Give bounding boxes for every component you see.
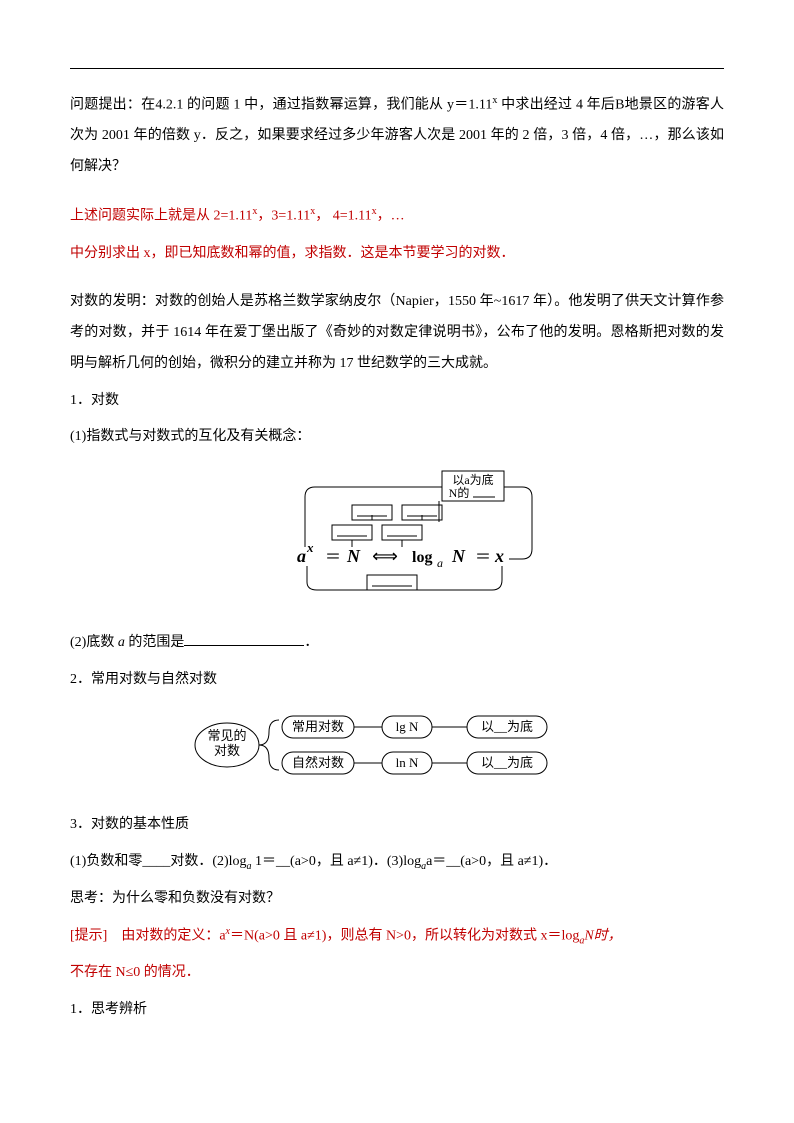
blank-long — [184, 632, 304, 646]
paragraph-5: (1)指数式与对数式的互化及有关概念： — [70, 422, 724, 453]
svg-text:a: a — [297, 546, 306, 566]
text: (1)指数式与对数式的互化及有关概念： — [70, 429, 310, 444]
paragraph-history: 对数的发明：对数的创始人是苏格兰数学家纳皮尔（Napier，1550 年~161… — [70, 287, 724, 379]
svg-text:ln N: ln N — [396, 755, 419, 770]
text: (1)负数和零____对数．(2)log — [70, 854, 247, 869]
text: 2．常用对数与自然对数 — [70, 672, 217, 687]
svg-text:x: x — [306, 540, 314, 555]
svg-text:对数: 对数 — [214, 743, 240, 758]
paragraph-problem: 问题提出：在4.2.1 的问题 1 中，通过指数幂运算，我们能从 y＝1.11x… — [70, 90, 724, 183]
paragraph-hint-1: [提示] 由对数的定义：ax＝N(a>0 且 a≠1)，则总有 N>0，所以转化… — [70, 921, 724, 952]
text: ＝N(a>0 且 a≠1)，则总有 N>0，所以转化为对数式 x＝log — [230, 929, 579, 944]
svg-text:log: log — [412, 549, 432, 566]
svg-text:N: N — [346, 546, 361, 566]
svg-text:常见的: 常见的 — [207, 728, 246, 743]
italic-a: a — [118, 635, 129, 650]
paragraph-red-1: 上述问题实际上就是从 2=1.11x，3=1.11x， 4=1.11x，… — [70, 201, 724, 232]
heading-1: 1．对数 — [70, 386, 724, 417]
text: 思考：为什么零和负数没有对数？ — [70, 891, 280, 906]
text: 1．思考辨析 — [70, 1002, 147, 1017]
svg-text:常用对数: 常用对数 — [292, 719, 344, 734]
diagram-2-wrap: 常见的 对数 常用对数 lg N 以__为底 自然对数 ln N 以__为底 — [70, 710, 724, 793]
svg-text:自然对数: 自然对数 — [292, 755, 344, 770]
text: ． — [304, 635, 318, 650]
svg-text:＝: ＝ — [325, 549, 341, 566]
text: 中分别求出 x，即已知底数和幂的值，求指数．这是本节要学习的对数． — [70, 246, 515, 261]
diagram-1: 以a为底 N的 a x ＝ N ⟺ log a N ＝ x — [237, 467, 557, 597]
text: 上述问题实际上就是从 2=1.11 — [70, 209, 252, 224]
heading-3: 3．对数的基本性质 — [70, 810, 724, 841]
paragraph-hint-2: 不存在 N≤0 的情况． — [70, 958, 724, 989]
diagram-2: 常见的 对数 常用对数 lg N 以__为底 自然对数 ln N 以__为底 — [187, 710, 607, 780]
text: 问题提出：在4.2.1 的问题 1 中，通过指数幂运算，我们能从 y＝1.11 — [70, 98, 492, 113]
heading-4: 1．思考辨析 — [70, 995, 724, 1026]
text: 的范围是 — [128, 635, 184, 650]
svg-text:N的: N的 — [449, 485, 470, 500]
svg-text:⟺: ⟺ — [372, 546, 398, 566]
diagram-1-wrap: 以a为底 N的 a x ＝ N ⟺ log a N ＝ x — [70, 467, 724, 610]
text: N时， — [584, 929, 621, 944]
svg-text:＝: ＝ — [475, 549, 491, 566]
paragraph-red-2: 中分别求出 x，即已知底数和幂的值，求指数．这是本节要学习的对数． — [70, 239, 724, 270]
svg-text:N: N — [451, 546, 466, 566]
text: 1．对数 — [70, 393, 119, 408]
text: ，… — [377, 209, 405, 224]
text: 3．对数的基本性质 — [70, 817, 189, 832]
paragraph-7: (1)负数和零____对数．(2)loga 1＝__(a>0，且 a≠1)．(3… — [70, 847, 724, 878]
svg-text:x: x — [494, 546, 504, 566]
text: 对数的发明：对数的创始人是苏格兰数学家纳皮尔（Napier，1550 年~161… — [70, 294, 724, 371]
text: ， 4=1.11 — [315, 209, 371, 224]
text: 不存在 N≤0 的情况． — [70, 965, 200, 980]
svg-text:a: a — [437, 556, 443, 570]
svg-text:以__为底: 以__为底 — [481, 755, 533, 770]
heading-2: 2．常用对数与自然对数 — [70, 665, 724, 696]
text: ，3=1.11 — [257, 209, 310, 224]
text: a＝__(a>0，且 a≠1)． — [426, 854, 557, 869]
svg-text:以a为底: 以a为底 — [452, 472, 493, 487]
text: [提示] 由对数的定义：a — [70, 929, 226, 944]
header-rule — [70, 68, 724, 69]
svg-text:以__为底: 以__为底 — [481, 719, 533, 734]
text: 1＝__(a>0，且 a≠1)．(3)log — [252, 854, 422, 869]
paragraph-8: 思考：为什么零和负数没有对数？ — [70, 884, 724, 915]
paragraph-6: (2)底数 a 的范围是 ． — [70, 628, 724, 659]
svg-text:lg N: lg N — [396, 719, 419, 734]
text: (2)底数 — [70, 635, 118, 650]
